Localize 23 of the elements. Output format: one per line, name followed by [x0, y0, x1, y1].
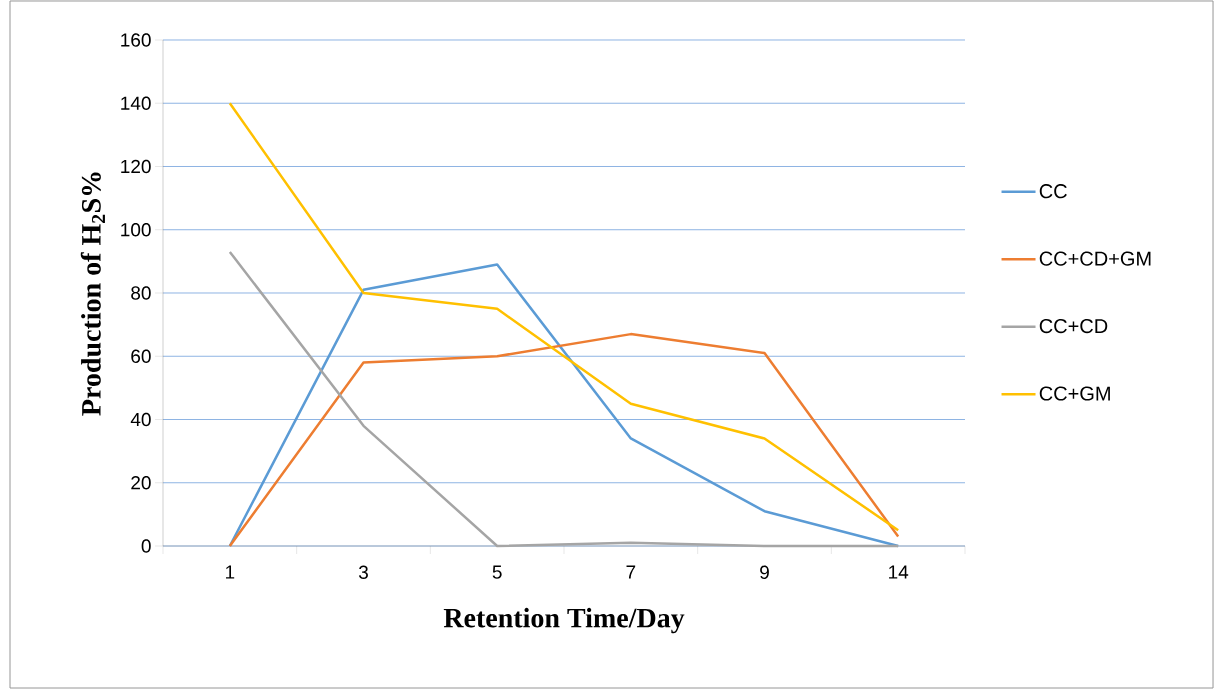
y-tick-label: 40 [130, 412, 151, 427]
legend-label: CC+CD+GM [1039, 251, 1151, 266]
y-tick-label: 100 [121, 223, 151, 237]
x-tick-label: 3 [358, 565, 368, 579]
y-tick-label: 60 [131, 349, 151, 363]
x-axis-title: Retention Time/Day [443, 607, 685, 634]
x-tick-label: 7 [626, 565, 636, 579]
legend-label: CC [1039, 184, 1067, 199]
x-tick-label: 1 [226, 565, 235, 579]
y-tick-label: 140 [121, 96, 151, 110]
legend-label: CC+CD [1039, 318, 1108, 334]
x-tick-label: 9 [760, 565, 769, 579]
x-tick-label: 5 [492, 565, 502, 579]
x-tick-label: 14 [889, 565, 909, 579]
y-tick-label: 0 [141, 539, 151, 553]
y-axis-title: Production of H$_{2}$S% [80, 172, 105, 416]
legend-label: CC+GM [1039, 386, 1110, 401]
y-tick-label: 120 [121, 159, 151, 174]
y-tick-label: 160 [121, 33, 151, 47]
y-tick-label: 80 [131, 286, 151, 300]
line-series [228, 102, 900, 532]
line-series [228, 332, 900, 548]
y-tick-label: 20 [131, 476, 151, 490]
